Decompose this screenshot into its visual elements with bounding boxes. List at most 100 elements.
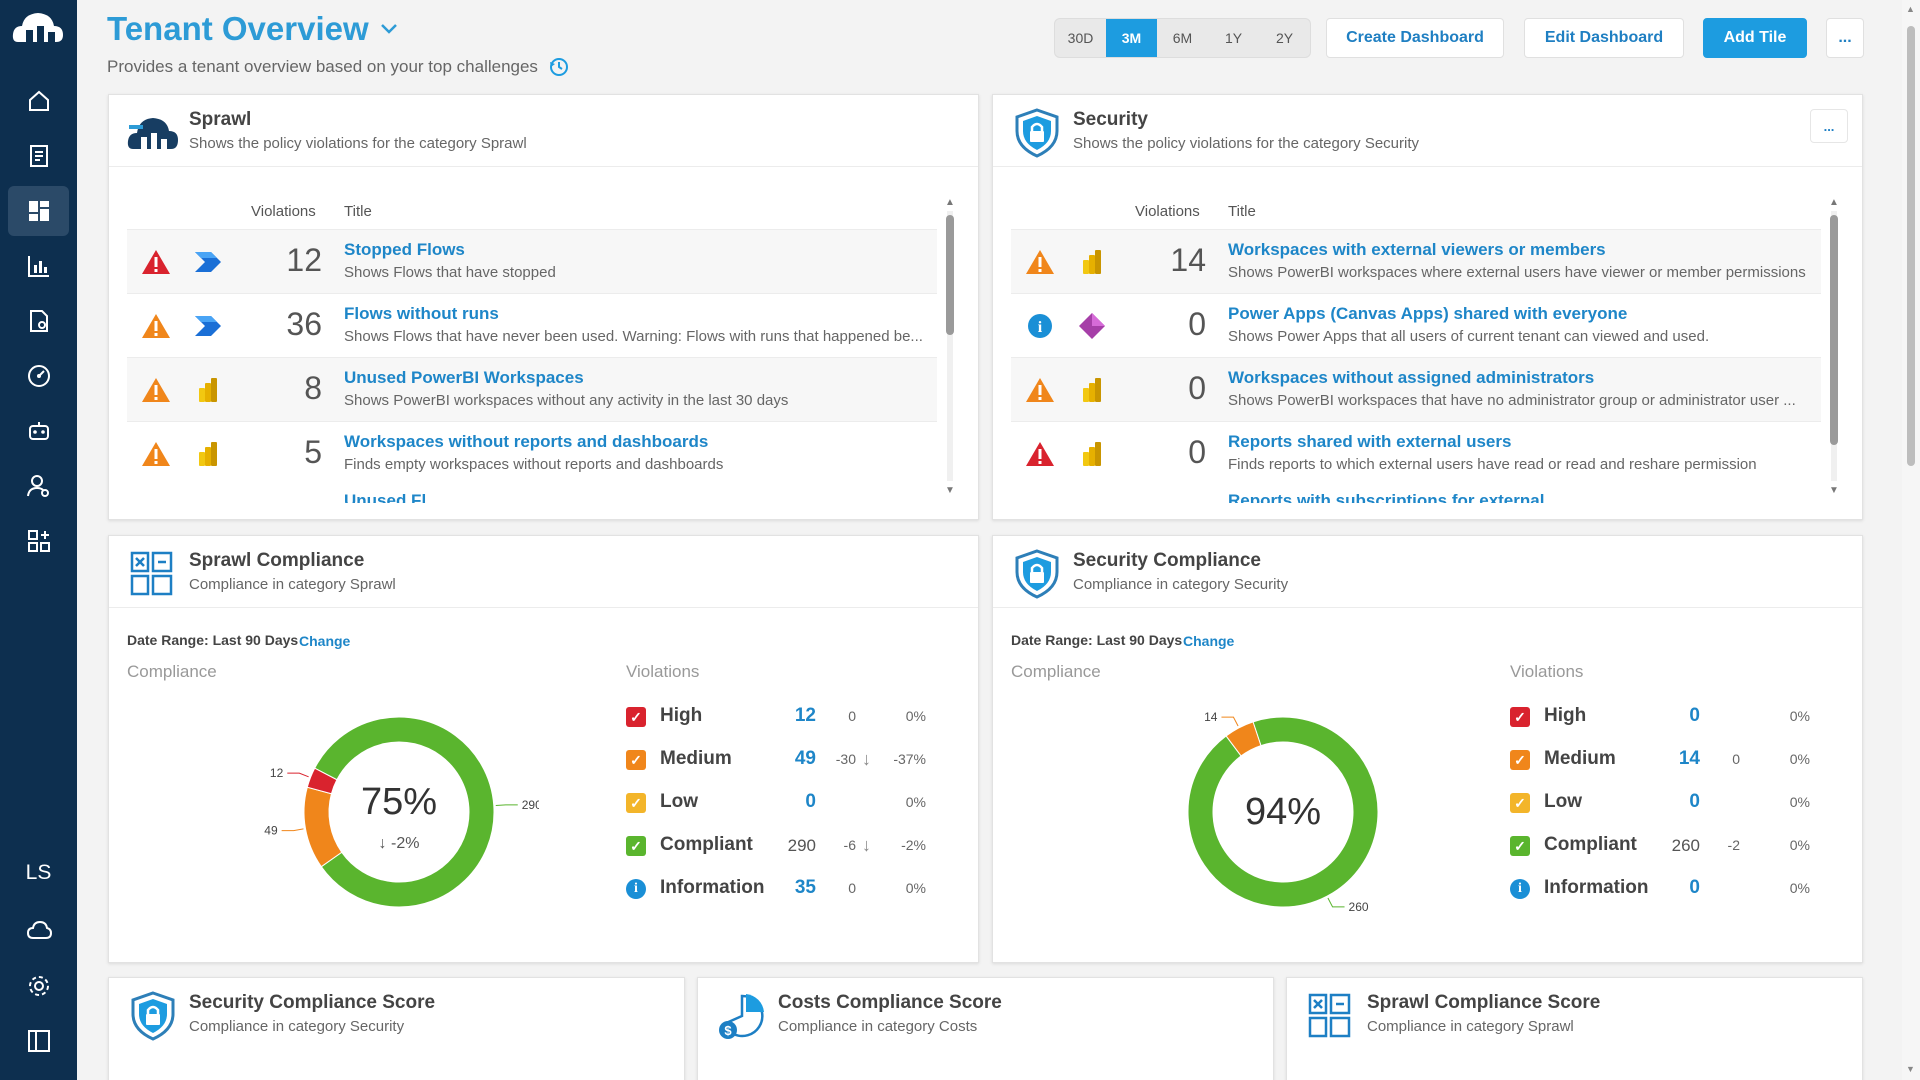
edit-dashboard-button[interactable]: Edit Dashboard (1524, 18, 1684, 58)
sidebar-item-user-search[interactable] (8, 461, 69, 511)
policy-title-link[interactable]: Workspaces without reports and dashboard… (344, 432, 709, 451)
sidebar-item-panel-collapse[interactable] (8, 1016, 69, 1066)
violation-value[interactable]: 0 (805, 791, 816, 812)
sidebar-item-reports[interactable] (8, 241, 69, 291)
create-dashboard-button[interactable]: Create Dashboard (1326, 18, 1504, 58)
compliance-donut-chart[interactable]: 260 14 94% (1143, 694, 1423, 934)
column-title[interactable]: Title (1228, 203, 1256, 220)
range-2y-button[interactable]: 2Y (1275, 30, 1294, 46)
policy-title-link[interactable]: Flows without runs (344, 304, 499, 323)
violation-value[interactable]: 0 (1689, 877, 1700, 898)
sprawl-boxes-icon (127, 548, 179, 600)
compliance-donut-chart[interactable]: 290 49 12 75% ↓ -2% (259, 694, 539, 934)
scroll-down-icon[interactable]: ▼ (1829, 485, 1839, 496)
checkbox-high[interactable]: ✓ (626, 707, 646, 727)
sidebar-item-document-list[interactable] (8, 131, 69, 181)
change-date-range-link[interactable]: Change (1183, 633, 1235, 649)
history-icon[interactable] (548, 56, 570, 78)
donut-data-label: 14 (1204, 710, 1218, 724)
sidebar-item-cloud[interactable] (8, 906, 69, 956)
donut-slice-compliant[interactable] (314, 716, 495, 908)
checkbox-medium[interactable]: ✓ (626, 750, 646, 770)
card-more-button[interactable]: ... (1810, 109, 1848, 143)
table-row[interactable]: 14 Workspaces with external viewers or me… (1011, 229, 1821, 293)
app-logo[interactable] (10, 4, 66, 54)
column-violations[interactable]: Violations (251, 203, 316, 220)
checkbox-low[interactable]: ✓ (1510, 793, 1530, 813)
donut-center-percent: 94% (1245, 791, 1321, 833)
info-icon: i (626, 879, 646, 899)
range-1y-button[interactable]: 1Y (1224, 30, 1243, 46)
table-scroll-thumb[interactable] (946, 215, 954, 335)
table-row[interactable]: 0 Workspaces without assigned administrat… (1011, 357, 1821, 421)
donut-leader-line (1221, 716, 1239, 727)
sidebar-item-dashboard[interactable] (8, 186, 69, 236)
sidebar-item-apps-add[interactable] (8, 516, 69, 566)
range-3m-button[interactable]: 3M (1106, 19, 1157, 57)
donut-slice-medium[interactable] (1225, 721, 1262, 757)
header-more-button[interactable]: ... (1826, 18, 1864, 58)
scroll-up-icon[interactable]: ▲ (1906, 4, 1915, 14)
violation-value[interactable]: 14 (1678, 748, 1700, 769)
home-icon (28, 90, 49, 111)
sidebar-item-policy[interactable] (8, 296, 69, 346)
scroll-down-icon[interactable]: ▼ (1906, 1064, 1915, 1074)
violations-row-info: i Information 35 0 0% (626, 874, 946, 904)
checkbox-high[interactable]: ✓ (1510, 707, 1530, 727)
violation-value: 260 (1671, 836, 1700, 855)
page-scroll-thumb[interactable] (1907, 26, 1915, 466)
change-date-range-link[interactable]: Change (299, 633, 351, 649)
violation-value[interactable]: 49 (794, 748, 816, 769)
table-row[interactable]: 8 Unused PowerBI Workspaces Shows PowerBI … (127, 357, 937, 421)
scroll-up-icon[interactable]: ▲ (1829, 197, 1839, 208)
donut-slice-medium[interactable] (303, 786, 343, 868)
violation-value[interactable]: 0 (1689, 791, 1700, 812)
column-title[interactable]: Title (344, 203, 372, 220)
policy-description: Shows PowerBI workspaces where external … (1228, 264, 1806, 281)
table-row[interactable]: 0 Reports shared with external users Finds… (1011, 421, 1821, 485)
checkbox-low[interactable]: ✓ (626, 793, 646, 813)
add-tile-button[interactable]: Add Tile (1703, 18, 1807, 58)
sprawl-compliance-card: Sprawl Compliance Compliance in category… (108, 535, 979, 963)
scroll-down-icon[interactable]: ▼ (945, 485, 955, 496)
sidebar-item-gear[interactable] (8, 961, 69, 1011)
policy-description: Shows Power Apps that all users of curre… (1228, 328, 1710, 345)
donut-slice-high[interactable] (306, 767, 338, 795)
table-row[interactable]: 5 Workspaces without reports and dashboar… (127, 421, 937, 485)
page-title-dropdown[interactable]: Tenant Overview (107, 10, 399, 48)
policy-description: Shows Flows that have stopped (344, 264, 556, 281)
checkbox-medium[interactable]: ✓ (1510, 750, 1530, 770)
range-6m-button[interactable]: 6M (1172, 30, 1193, 46)
policy-title-link[interactable]: Workspaces with external viewers or memb… (1228, 240, 1606, 259)
table-scrollbar[interactable]: ▲ ▼ (1829, 197, 1839, 497)
user-avatar[interactable]: LS (8, 848, 69, 898)
table-scroll-thumb[interactable] (1830, 215, 1838, 445)
scroll-up-icon[interactable]: ▲ (945, 197, 955, 208)
range-30d-button[interactable]: 30D (1067, 30, 1094, 46)
violation-value[interactable]: 35 (794, 877, 816, 898)
table-row[interactable]: 12 Stopped Flows Shows Flows that have sto… (127, 229, 937, 293)
violations-table: Violations Title 12 Stopped Flows Shows Fl… (127, 193, 947, 503)
donut-leader-line (281, 828, 304, 832)
table-scrollbar[interactable]: ▲ ▼ (945, 197, 955, 497)
policy-title-link[interactable]: Stopped Flows (344, 240, 465, 259)
violation-percent: 0% (905, 708, 926, 724)
sidebar-item-robot[interactable] (8, 406, 69, 456)
violation-value[interactable]: 0 (1689, 705, 1700, 726)
policy-title-link[interactable]: Workspaces without assigned administrato… (1228, 368, 1595, 387)
cut-off-row-title[interactable]: Reports with subscriptions for external (1228, 491, 1545, 503)
sidebar-item-gauge[interactable] (8, 351, 69, 401)
page-scrollbar[interactable]: ▲ ▼ (1902, 0, 1920, 1080)
policy-title-link[interactable]: Unused PowerBI Workspaces (344, 368, 584, 387)
violation-value[interactable]: 12 (794, 705, 816, 726)
donut-slice-compliant[interactable] (1187, 716, 1379, 908)
table-row[interactable]: i 0 Power Apps (Canvas Apps) shared with e… (1011, 293, 1821, 357)
table-row[interactable]: 36 Flows without runs Shows Flows that hav… (127, 293, 937, 357)
cut-off-row-title[interactable]: Unused Fl (344, 491, 427, 503)
checkbox-compliant[interactable]: ✓ (1510, 836, 1530, 856)
sidebar-item-home[interactable] (8, 76, 69, 126)
checkbox-compliant[interactable]: ✓ (626, 836, 646, 856)
policy-title-link[interactable]: Reports shared with external users (1228, 432, 1512, 451)
policy-title-link[interactable]: Power Apps (Canvas Apps) shared with eve… (1228, 304, 1628, 323)
column-violations[interactable]: Violations (1135, 203, 1200, 220)
